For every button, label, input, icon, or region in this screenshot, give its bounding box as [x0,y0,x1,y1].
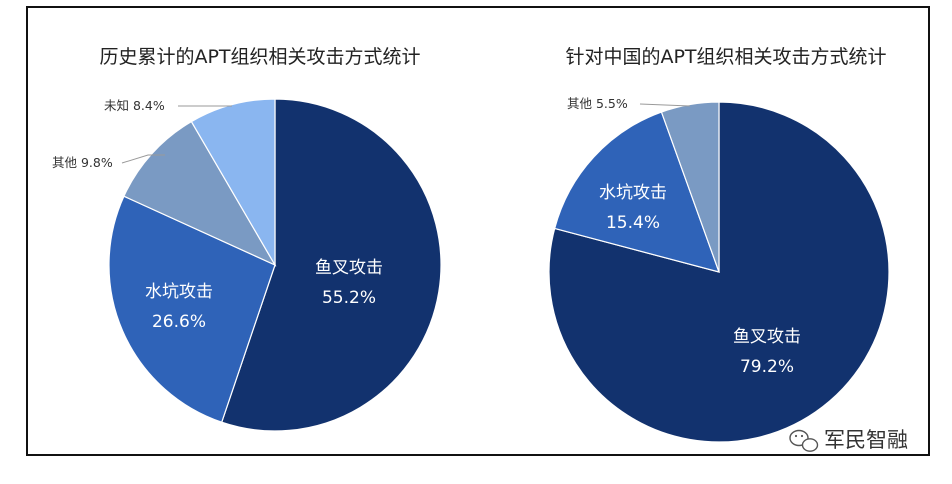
pie-slice-historical-3 [190,98,276,268]
leader-line-historical-2 [121,154,165,164]
chart-title-china: 针对中国的APT组织相关攻击方式统计 [565,46,886,68]
wechat-icon [789,429,819,452]
pie-slice-china-2 [660,101,720,273]
pie-chart-historical: 历史累计的APT组织相关攻击方式统计 鱼叉攻击 55.2% 水坑攻击 26.6% 其他 … [52,46,442,432]
watermark-text: 军民智融 [824,428,908,452]
pie-slice-historical-2 [123,120,277,267]
slice-value-historical-0: 55.2% [322,288,376,308]
pie-slice-historical-0 [220,98,442,432]
pie-slice-china-0 [548,101,890,443]
slice-label-historical-1: 水坑攻击 [145,282,213,302]
pie-chart-china: 针对中国的APT组织相关攻击方式统计 鱼叉攻击 79.2% 水坑攻击 15.4% 其他 … [548,46,890,443]
slice-label-china-1: 水坑攻击 [599,183,667,203]
slice-label-china-2: 其他 5.5% [567,96,628,111]
slice-label-historical-2: 其他 9.8% [52,155,113,170]
slice-label-historical-3: 未知 8.4% [104,98,165,113]
pie-slice-china-1 [553,111,720,273]
slice-label-historical-0: 鱼叉攻击 [315,258,383,278]
slice-value-china-0: 79.2% [740,357,794,377]
pie-slices [548,101,890,443]
pie-slice-historical-1 [108,195,276,423]
pie-slices [108,98,442,432]
watermark: 军民智融 [789,428,908,452]
slice-value-china-1: 15.4% [606,213,660,233]
leader-line-china-2 [639,103,691,107]
slice-label-china-0: 鱼叉攻击 [733,327,801,347]
chart-title-historical: 历史累计的APT组织相关攻击方式统计 [99,46,420,68]
slice-value-historical-1: 26.6% [152,312,206,332]
